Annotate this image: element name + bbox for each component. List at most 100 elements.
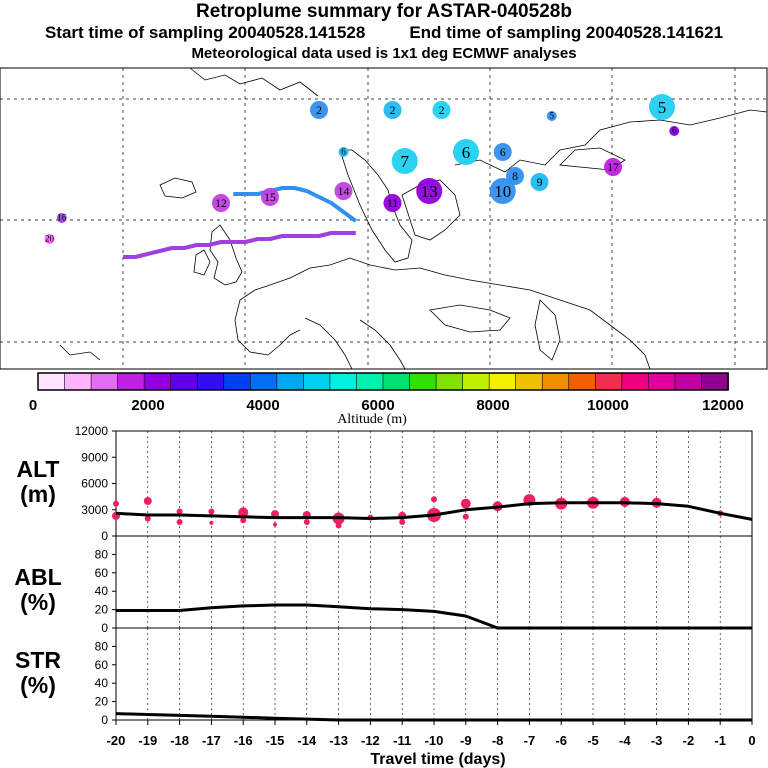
x-tick-label: -1: [714, 733, 726, 748]
colorbar-tick-label: 6000: [361, 397, 394, 414]
trajectory-day-label: 5: [550, 110, 555, 120]
time-series-panels: 030006000900012000020406080020406080-20-…: [75, 424, 756, 768]
colorbar-swatch: [382, 372, 411, 391]
colorbar-swatch: [595, 372, 623, 391]
altitude-point: [303, 519, 310, 525]
x-tick-label: -8: [492, 733, 504, 748]
y-tick-label: 9000: [81, 450, 108, 464]
colorbar-tick-label: 0: [29, 397, 37, 414]
altitude-point: [399, 519, 406, 525]
coastline-iceland: [159, 177, 197, 199]
altitude-point: [335, 522, 342, 529]
x-tick-label: -15: [266, 733, 285, 748]
trajectory-day-label: 11: [387, 197, 398, 210]
trajectory-marker: [649, 94, 675, 120]
trajectory-marker: [212, 194, 230, 212]
trajectory-day-label: 2: [316, 104, 322, 117]
str-panel-label: STR (%): [6, 648, 70, 698]
str-title: STR: [15, 647, 61, 673]
trajectory-marker: [56, 213, 67, 223]
x-tick-label: -3: [651, 733, 663, 748]
colorbar-swatch: [90, 372, 119, 391]
x-tick-label: -14: [297, 733, 317, 748]
trajectory-day-label: 20: [45, 233, 55, 243]
trajectory-marker: [391, 148, 418, 174]
y-tick-label: 20: [95, 603, 109, 617]
trajectory-day-label: 17: [607, 161, 619, 174]
trajectory-day-label: 8: [512, 170, 518, 183]
trajectory-day-label: 14: [338, 185, 350, 198]
trajectory-marker: [383, 194, 402, 212]
colorbar-tick-label: 4000: [246, 397, 279, 414]
coastline-west: [59, 344, 101, 361]
alt-panel-label: ALT (m): [6, 457, 70, 507]
colorbar-swatch: [250, 372, 278, 391]
abl-panel-label: ABL (%): [6, 565, 70, 615]
x-tick-label: -7: [524, 733, 536, 748]
trajectory-marker: [489, 178, 516, 204]
trajectory-day-label: 10: [494, 182, 511, 201]
trajectory-marker: [334, 182, 353, 200]
trajectory-day-label: 15: [264, 191, 276, 204]
altitude-point: [209, 520, 214, 525]
coastline-scandinavia: [339, 149, 413, 263]
x-tick-label: -17: [202, 733, 221, 748]
colorbar-title: Altitude (m): [337, 412, 407, 427]
y-tick-label: 12000: [75, 424, 109, 438]
colorbar-swatch: [223, 372, 252, 391]
colorbar-swatch: [64, 372, 92, 391]
x-tick-label: -16: [234, 733, 253, 748]
trajectory-marker: [493, 143, 512, 161]
panel-alt: 0 3000 6000 9000 12000: [75, 424, 753, 543]
altitude-point: [462, 513, 469, 520]
colorbar-tick-label: 10000: [587, 397, 629, 414]
end-time-label: End time of sampling 20040528.141621: [409, 23, 724, 42]
colorbar-swatch: [196, 372, 225, 391]
coastline-balkans: [359, 319, 406, 370]
altitude-point: [143, 497, 152, 505]
str-unit: (%): [20, 672, 56, 698]
trajectory-line-low-level: [123, 231, 356, 259]
x-tick-label: -2: [683, 733, 695, 748]
y-tick-label: 0: [101, 529, 108, 543]
y-tick-label: 80: [95, 639, 109, 653]
altitude-point: [144, 515, 151, 522]
x-tick-label: -13: [329, 733, 348, 748]
trajectory-day-label: 6: [500, 146, 506, 159]
colorbar-swatch: [276, 372, 305, 391]
trajectory-marker: [383, 101, 402, 119]
trajectory-day-label: 9: [537, 176, 543, 189]
x-tick-label: -12: [361, 733, 380, 748]
colorbar-swatch: [488, 372, 517, 391]
trajectory-day-label: 7: [401, 152, 409, 171]
y-tick-label: 40: [95, 584, 109, 598]
colorbar-swatch: [143, 372, 172, 391]
coastline-ireland: [193, 249, 211, 276]
x-axis-title: Travel time (days): [370, 751, 505, 768]
colorbar-swatch: [462, 372, 490, 391]
trajectory-marker: [261, 188, 279, 206]
y-tick-label: 20: [95, 695, 109, 709]
chart-title: Retroplume summary for ASTAR-040528b: [196, 1, 572, 22]
altitude-point: [431, 496, 437, 503]
abl-title: ABL: [14, 564, 62, 590]
coastline-europe: [239, 257, 651, 370]
trajectory-marker: [604, 158, 622, 176]
coastline-caspian: [534, 299, 561, 361]
x-tick-label: 0: [748, 733, 755, 748]
colorbar-swatch: [621, 372, 650, 391]
y-tick-label: 0: [101, 621, 108, 635]
colorbar-swatch: [648, 372, 676, 391]
map-frame: [0, 67, 768, 370]
trajectory-marker: [310, 101, 328, 119]
panel-str: 0 20 40 60 80: [95, 627, 753, 727]
colorbar-swatch: [329, 372, 358, 391]
trajectory-day-label: 12: [215, 197, 227, 210]
altitude-point: [273, 522, 277, 527]
trajectory-day-label: 2: [390, 104, 396, 117]
altitude-point: [176, 519, 183, 525]
trajectory-marker: [530, 173, 549, 191]
altitude-point: [460, 498, 471, 509]
colorbar-swatch: [568, 372, 597, 391]
